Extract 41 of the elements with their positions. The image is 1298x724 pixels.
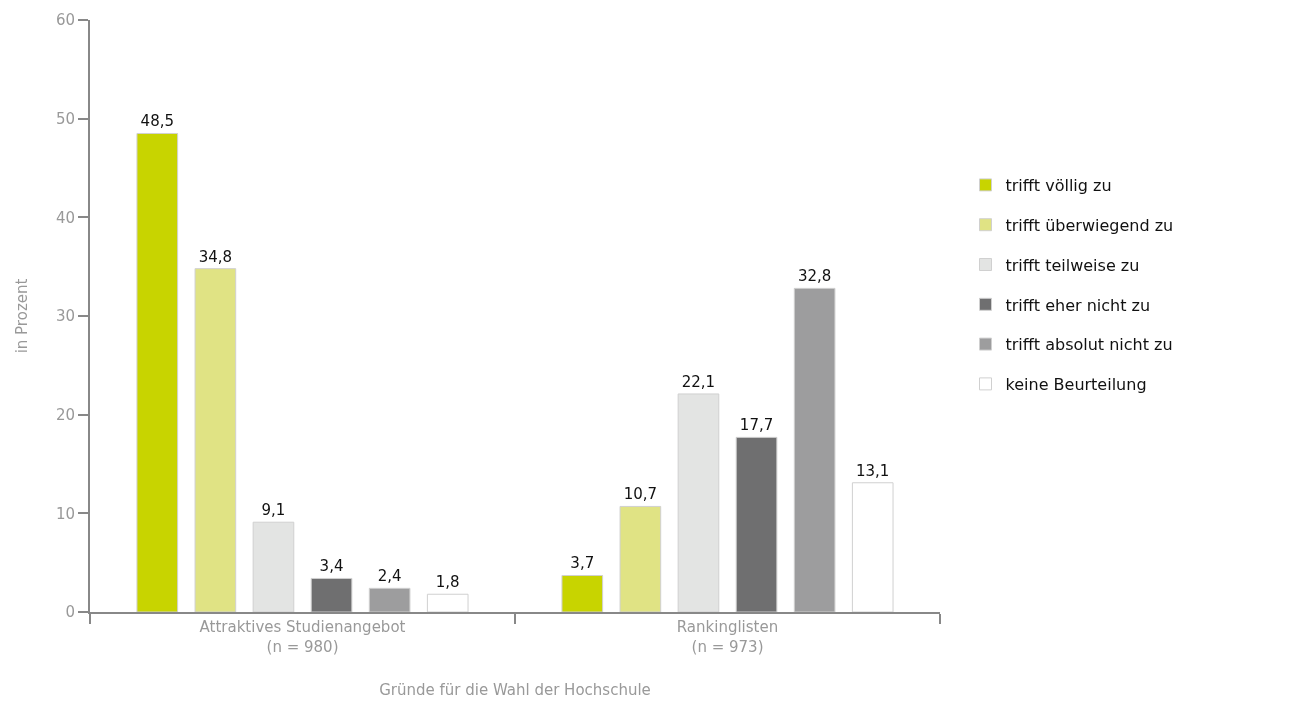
data-label: 3,4 <box>319 557 344 576</box>
y-tick-label: 40 <box>55 208 75 227</box>
bar <box>310 577 353 612</box>
bar <box>368 587 411 612</box>
bar <box>735 436 778 612</box>
data-label: 2,4 <box>377 567 402 586</box>
data-label: 48,5 <box>140 112 174 131</box>
bar <box>136 132 179 612</box>
legend-label: trifft teilweise zu <box>1005 255 1140 275</box>
y-tick-label: 30 <box>55 307 75 326</box>
legend-label: keine Beurteilung <box>1005 375 1147 395</box>
x-tick-label: Attraktives Studienangebot (n = 980) <box>199 618 406 656</box>
data-label: 3,7 <box>570 554 595 573</box>
data-label: 34,8 <box>198 247 233 266</box>
bar <box>252 521 295 612</box>
data-label: 10,7 <box>623 485 658 504</box>
x-axis-title: Gründe für die Wahl der Hochschule <box>379 681 651 699</box>
data-label: 1,8 <box>435 573 460 592</box>
bar <box>851 482 894 612</box>
bar <box>561 574 604 612</box>
legend-label: trifft völlig zu <box>1005 176 1112 196</box>
legend-label: trifft überwiegend zu <box>1005 215 1174 235</box>
y-tick-label: 10 <box>55 504 75 523</box>
data-label: 22,1 <box>681 372 716 391</box>
bar <box>677 393 720 612</box>
bar <box>619 505 662 612</box>
y-tick-label: 0 <box>65 603 75 622</box>
bar <box>194 268 237 612</box>
legend-label: trifft absolut nicht zu <box>1005 335 1173 355</box>
x-tick-label: Rankinglisten (n = 973) <box>676 618 779 656</box>
data-label: 32,8 <box>797 267 832 286</box>
data-label: 9,1 <box>261 501 286 520</box>
legend-label: trifft eher nicht zu <box>1005 295 1151 315</box>
bar <box>793 287 836 612</box>
y-tick-label: 20 <box>55 405 75 424</box>
y-axis-title: in Prozent <box>12 278 31 354</box>
bar <box>426 593 469 612</box>
y-tick-label: 50 <box>55 109 75 128</box>
y-tick-label: 60 <box>55 11 75 30</box>
data-label: 17,7 <box>739 416 774 435</box>
data-label: 13,1 <box>856 461 890 480</box>
